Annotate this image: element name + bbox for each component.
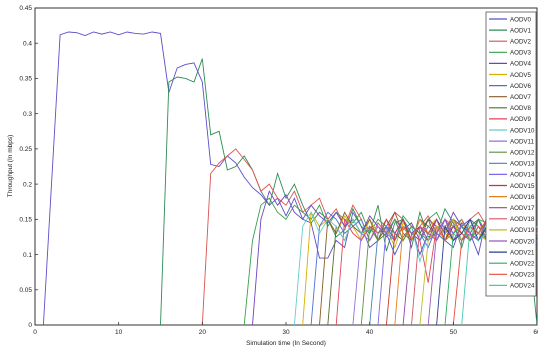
- series-line-aodv0: [42, 31, 538, 326]
- x-tick-label: 30: [282, 329, 290, 336]
- x-tick-label: 0: [33, 329, 37, 336]
- legend-entry-label: AODV8: [510, 105, 532, 112]
- y-tick-label: 0: [28, 322, 32, 329]
- y-tick-label: 0.05: [19, 287, 32, 294]
- y-axis-label: Throughput (In mbps): [7, 135, 14, 198]
- legend-entry-label: AODV15: [510, 183, 535, 190]
- y-tick-label: 0.25: [19, 146, 32, 153]
- y-tick-label: 0.35: [19, 76, 32, 83]
- y-tick-label: 0.15: [19, 217, 32, 224]
- x-axis-label: Simulation time (In Second): [246, 340, 326, 347]
- legend: AODV0 AODV1 AODV2 AODV3 AODV4 AODV5 AODV6 AODV7…: [485, 11, 537, 297]
- legend-entry-label: AODV13: [510, 161, 535, 168]
- legend-box: [485, 11, 537, 297]
- legend-items: AODV0 AODV1 AODV2 AODV3 AODV4 AODV5 AODV6 AODV7…: [489, 16, 535, 290]
- legend-entry-label: AODV17: [510, 205, 535, 212]
- legend-entry-label: AODV24: [510, 283, 535, 290]
- x-tick-label: 20: [199, 329, 207, 336]
- legend-entry-label: AODV18: [510, 216, 535, 223]
- legend-entry-label: AODV5: [510, 72, 532, 79]
- legend-entry-label: AODV12: [510, 150, 535, 157]
- y-tick-label: 0.1: [23, 252, 32, 259]
- legend-entry-label: AODV3: [510, 50, 532, 57]
- y-tick-label: 0.3: [23, 111, 32, 118]
- ticks-layer: 0 10 20 30 40 50 60 0 0.05 0.1 0.15 0.2 0.25 0.3 0.35 0…: [19, 5, 538, 336]
- legend-entry-label: AODV14: [510, 172, 535, 179]
- legend-entry-label: AODV23: [510, 272, 535, 279]
- legend-entry-label: AODV6: [510, 83, 532, 90]
- plot-area: [34, 7, 538, 326]
- x-tick-label: 10: [115, 329, 123, 336]
- legend-entry-label: AODV19: [510, 227, 535, 234]
- legend-entry-label: AODV9: [510, 116, 532, 123]
- y-tick-label: 0.4: [23, 40, 32, 47]
- legend-entry-label: AODV22: [510, 261, 535, 268]
- legend-entry-label: AODV4: [510, 61, 532, 68]
- legend-entry-label: AODV11: [510, 138, 535, 145]
- y-tick-label: 0.2: [23, 181, 32, 188]
- x-tick-label: 60: [533, 329, 538, 336]
- legend-entry-label: AODV10: [510, 127, 535, 134]
- legend-entry-label: AODV1: [510, 27, 532, 34]
- legend-entry-label: AODV16: [510, 194, 535, 201]
- legend-entry-label: AODV20: [510, 238, 535, 245]
- legend-entry-label: AODV0: [510, 16, 532, 23]
- legend-entry-label: AODV21: [510, 249, 535, 256]
- x-tick-label: 50: [450, 329, 458, 336]
- y-tick-label: 0.45: [19, 5, 32, 12]
- x-tick-label: 40: [366, 329, 374, 336]
- legend-entry-label: AODV7: [510, 94, 532, 101]
- legend-entry-label: AODV2: [510, 39, 532, 46]
